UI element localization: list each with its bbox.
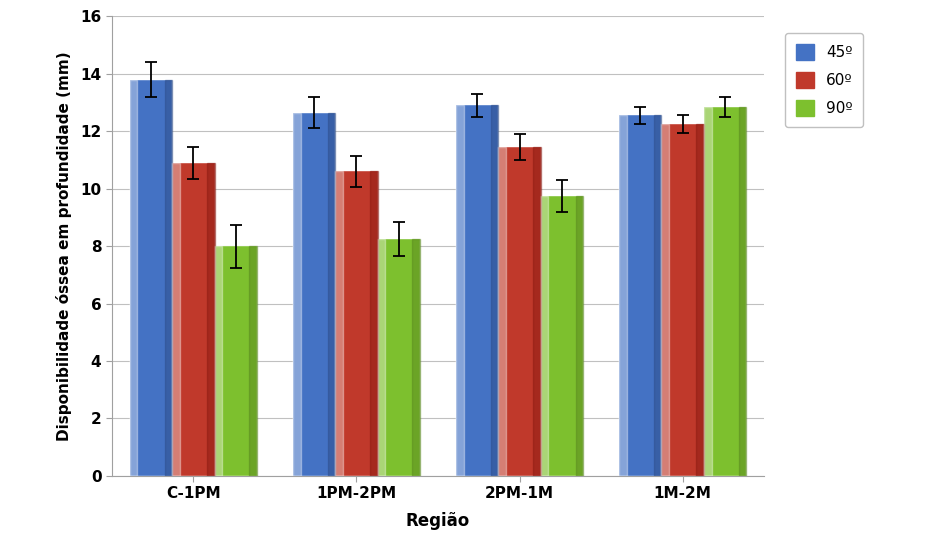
Bar — [165, 79, 172, 476]
Bar — [207, 163, 214, 476]
Bar — [293, 113, 336, 476]
Bar — [413, 239, 420, 476]
Bar — [214, 246, 222, 476]
Bar — [336, 171, 377, 476]
Bar — [214, 246, 257, 476]
Bar — [662, 124, 704, 476]
Legend: 45º, 60º, 90º: 45º, 60º, 90º — [785, 33, 863, 127]
Bar — [377, 239, 420, 476]
Bar — [654, 115, 662, 476]
Bar — [456, 106, 463, 476]
Bar — [499, 147, 541, 476]
Bar — [696, 124, 704, 476]
Bar — [491, 106, 499, 476]
Bar — [619, 115, 626, 476]
Bar — [130, 79, 137, 476]
Bar — [499, 147, 506, 476]
Bar — [377, 239, 385, 476]
Bar — [533, 147, 541, 476]
Bar — [172, 163, 180, 476]
Bar — [619, 115, 662, 476]
Bar — [370, 171, 377, 476]
Bar — [456, 106, 499, 476]
Bar — [172, 163, 214, 476]
Y-axis label: Disponibilidade óssea em profundidade (mm): Disponibilidade óssea em profundidade (m… — [56, 51, 72, 441]
Bar — [130, 79, 172, 476]
Bar — [293, 113, 300, 476]
Bar — [739, 107, 747, 476]
Bar — [704, 107, 711, 476]
Bar — [541, 196, 548, 476]
Bar — [328, 113, 336, 476]
Bar — [576, 196, 583, 476]
Bar — [662, 124, 669, 476]
Bar — [704, 107, 747, 476]
Bar — [250, 246, 257, 476]
Bar — [541, 196, 583, 476]
Bar — [336, 171, 343, 476]
X-axis label: Região: Região — [406, 513, 470, 531]
